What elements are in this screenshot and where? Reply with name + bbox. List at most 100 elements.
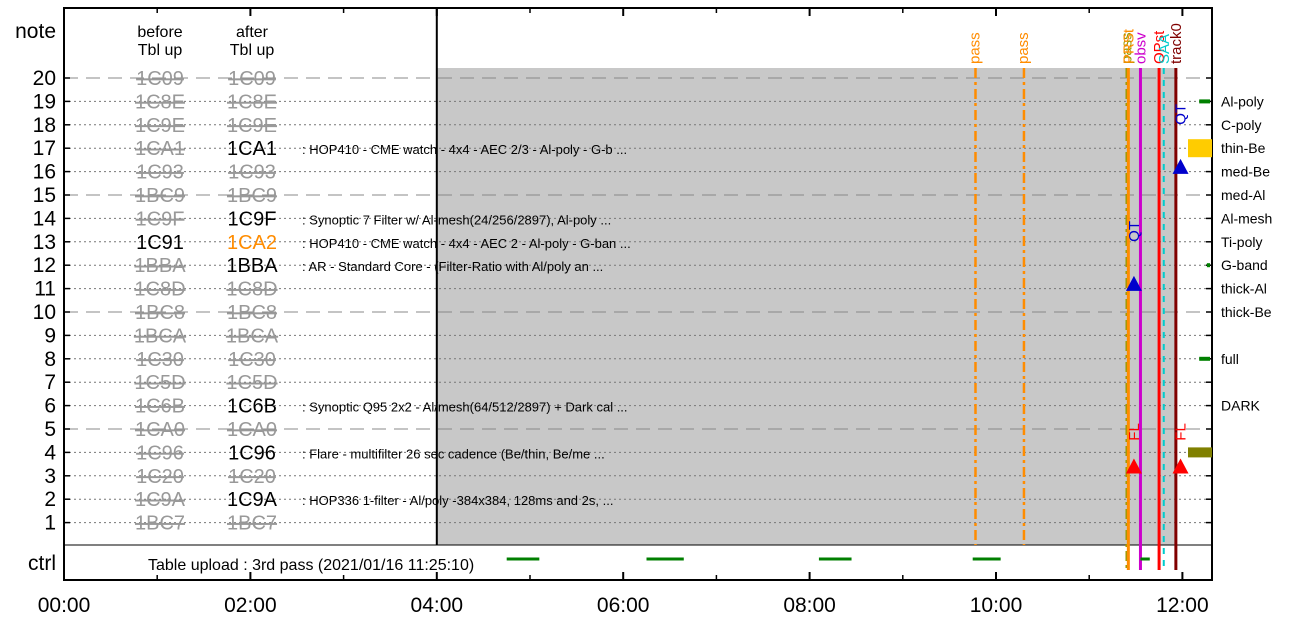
header-after-line2: Tbl up: [230, 42, 275, 59]
y-tick-label: 13: [33, 231, 56, 254]
before-code: 1BC9: [135, 185, 185, 207]
before-code: 1CA0: [135, 419, 185, 441]
pass-label-1: pass: [1015, 32, 1032, 64]
before-code: 1BBA: [134, 255, 186, 277]
filter-label: Ti-poly: [1221, 234, 1263, 250]
filter-bar: [1199, 99, 1210, 104]
marker-triangle-1: [1172, 158, 1189, 174]
filter-label: C-poly: [1221, 117, 1261, 133]
after-code: 1C96: [228, 442, 276, 464]
row-description: : HOP410 - CME watch - 4x4 - AEC 2 - Al-…: [302, 236, 631, 251]
y-tick-label: 6: [44, 395, 56, 418]
after-code: 1CA1: [227, 138, 277, 160]
marker-label-0: QT: [1126, 221, 1143, 242]
event-label-obsv: obsv: [1132, 32, 1149, 64]
row-description: : AR - Standard Core - (Filter-Ratio wit…: [302, 259, 603, 274]
filter-label: DARK: [1221, 398, 1261, 414]
y-tick-label: 19: [33, 90, 56, 113]
before-code: 1C96: [136, 442, 184, 464]
filter-label: G-band: [1221, 257, 1268, 273]
after-code: 1C9F: [228, 208, 277, 230]
event-label-pass: pass: [1118, 32, 1135, 64]
pass-label-0: pass: [966, 32, 983, 64]
note-axis-label: note: [15, 20, 56, 43]
y-tick-label: 10: [33, 301, 56, 324]
before-code: 1C6B: [135, 396, 185, 418]
y-tick-label: 5: [44, 418, 56, 441]
before-code: 1C5D: [134, 372, 185, 394]
after-code: 1BBA: [226, 255, 278, 277]
row-description: : Synoptic 7 Filter w/ Al-mesh(24/256/28…: [302, 212, 611, 227]
before-code: 1C20: [136, 466, 184, 488]
y-tick-label: 14: [33, 207, 57, 230]
y-tick-label: 12: [33, 254, 56, 277]
before-code: 1C8D: [134, 279, 185, 301]
x-tick-label: 02:00: [224, 594, 277, 617]
before-code: 1CA1: [135, 138, 185, 160]
ctrl-text: Table upload : 3rd pass (2021/01/16 11:2…: [148, 557, 474, 574]
shaded-region: [436, 68, 1175, 545]
marker-triangle-0: [1125, 275, 1142, 291]
y-tick-label: 4: [44, 441, 56, 464]
before-code: 1C30: [136, 349, 184, 371]
after-code: 1C30: [228, 349, 276, 371]
after-code: 1C9A: [227, 489, 278, 511]
filter-bar: [1206, 263, 1210, 268]
after-code: 1C09: [228, 68, 276, 90]
ctrl-axis-label: ctrl: [28, 552, 56, 575]
plot-frame: [63, 7, 1213, 581]
x-tick-label: 08:00: [783, 594, 836, 617]
row-description: : Flare - multifilter 26 sec cadence (Be…: [302, 446, 605, 461]
x-tick-label: 12:00: [1156, 594, 1209, 617]
after-code: 1CA2: [227, 232, 277, 254]
after-code: 1C20: [228, 466, 276, 488]
event-label-track0: track0: [1168, 23, 1185, 64]
after-code: 1BC9: [227, 185, 277, 207]
before-code: 1C09: [136, 68, 184, 90]
y-tick-label: 2: [44, 488, 56, 511]
after-code: 1BC7: [227, 513, 277, 535]
filter-label: Al-mesh: [1221, 210, 1272, 226]
marker-triangle-3: [1172, 458, 1189, 474]
after-code: 1BC8: [227, 302, 277, 324]
before-code: 1BCA: [134, 325, 187, 347]
row-description: : HOP336 1-filter - Al/poly -384x384, 12…: [302, 493, 613, 508]
event-label-prst: PRSt: [1120, 28, 1137, 64]
after-code: 1C93: [228, 162, 276, 184]
filter-label: med-Be: [1221, 164, 1270, 180]
row-description: : Synoptic Q95 2x2 - Al/mesh(64/512/2897…: [302, 400, 628, 415]
before-code: 1BC7: [135, 513, 185, 535]
filter-label: med-Al: [1221, 187, 1265, 203]
y-tick-label: 15: [33, 184, 56, 207]
before-code: 1C9F: [136, 208, 185, 230]
before-code: 1C91: [136, 232, 184, 254]
filter-label: thick-Be: [1221, 304, 1272, 320]
y-tick-label: 20: [33, 67, 56, 90]
y-tick-label: 9: [44, 324, 56, 347]
x-tick-label: 06:00: [597, 594, 650, 617]
header-after-line1: after: [236, 24, 269, 41]
x-tick-label: 00:00: [38, 594, 91, 617]
header-before-line1: before: [137, 24, 182, 41]
event-label-opst: OPst: [1151, 30, 1168, 64]
before-code: 1C9A: [135, 489, 186, 511]
y-tick-label: 16: [33, 161, 56, 184]
after-code: 1CA0: [227, 419, 277, 441]
event-label-saa: SAA: [1156, 34, 1173, 64]
marker-triangle-2: [1125, 458, 1142, 474]
filter-label: thick-Al: [1221, 281, 1267, 297]
before-code: 1C8E: [135, 91, 185, 113]
after-code: 1C8D: [226, 279, 277, 301]
before-code: 1BC8: [135, 302, 185, 324]
x-tick-label: 10:00: [970, 594, 1023, 617]
x-tick-label: 04:00: [411, 594, 464, 617]
y-tick-label: 1: [44, 512, 56, 535]
y-tick-label: 18: [33, 114, 56, 137]
filter-label: Al-poly: [1221, 93, 1264, 109]
after-code: 1BCA: [226, 325, 279, 347]
y-tick-label: 3: [44, 465, 56, 488]
y-tick-label: 11: [34, 278, 56, 301]
after-code: 1C8E: [227, 91, 277, 113]
before-code: 1C93: [136, 162, 184, 184]
